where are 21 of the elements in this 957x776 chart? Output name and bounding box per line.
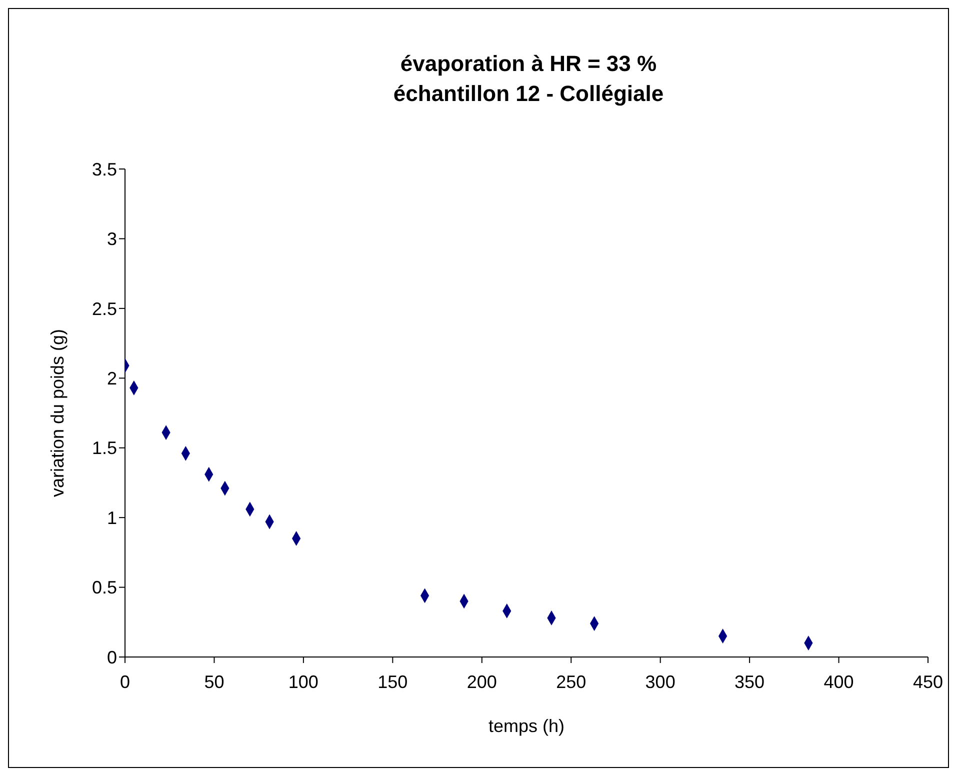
y-tick-label: 1 xyxy=(106,508,117,528)
y-tick-label: 2.5 xyxy=(92,298,117,319)
y-tick-label: 0.5 xyxy=(92,578,117,598)
y-axis-title: variation du poids (g) xyxy=(47,328,68,498)
y-tick-label: 3.5 xyxy=(92,159,117,180)
x-tick-label: 350 xyxy=(734,672,765,692)
x-tick-label: 200 xyxy=(466,672,497,692)
x-tick-label: 0 xyxy=(120,672,130,692)
y-tick-label: 1.5 xyxy=(92,438,117,458)
y-tick-label: 0 xyxy=(106,647,117,668)
x-tick-label: 250 xyxy=(556,672,586,692)
y-tick-label: 3 xyxy=(106,229,117,250)
chart-title: évaporation à HR = 33 % échantillon 12 - Collégiale xyxy=(392,50,665,108)
x-tick-label: 450 xyxy=(912,672,944,692)
x-tick-label: 400 xyxy=(824,672,854,692)
y-tick-label: 2 xyxy=(106,368,117,389)
x-tick-label: 50 xyxy=(204,672,224,692)
x-tick-label: 100 xyxy=(288,672,318,692)
x-axis-title: temps (h) xyxy=(488,716,565,736)
x-tick-label: 300 xyxy=(645,672,676,692)
x-tick-label: 150 xyxy=(378,672,408,692)
